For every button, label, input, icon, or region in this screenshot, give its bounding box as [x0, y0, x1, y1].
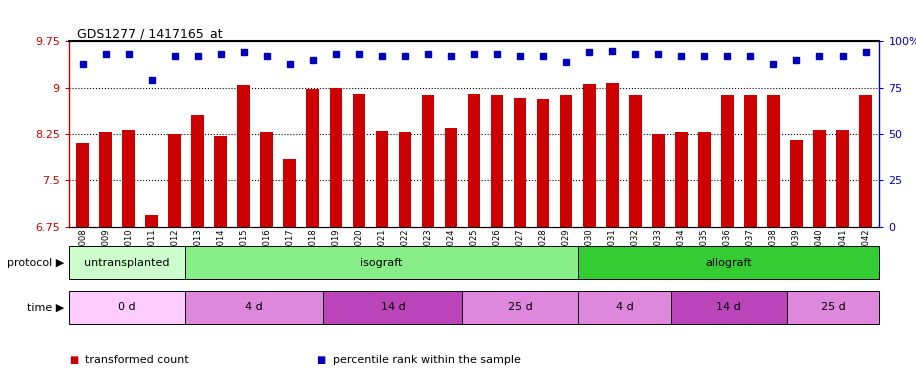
Text: 14 d: 14 d [716, 303, 741, 312]
Bar [169, 134, 181, 227]
Bar [376, 131, 388, 227]
Bar [560, 95, 572, 227]
Bar [652, 134, 665, 227]
Bar [578, 246, 879, 279]
Text: time ▶: time ▶ [27, 303, 64, 312]
Text: 4 d: 4 d [616, 303, 634, 312]
Bar [629, 95, 641, 227]
Bar [184, 291, 323, 324]
Text: 25 d: 25 d [821, 303, 845, 312]
Bar [491, 95, 504, 227]
Text: isograft: isograft [360, 258, 402, 267]
Bar [69, 291, 184, 324]
Bar [514, 98, 527, 227]
Bar [813, 130, 826, 227]
Bar [537, 99, 550, 227]
Bar [468, 94, 480, 227]
Bar [767, 95, 780, 227]
Bar [283, 159, 296, 227]
Text: transformed count: transformed count [85, 355, 189, 365]
Bar [237, 85, 250, 227]
Text: untransplanted: untransplanted [84, 258, 169, 267]
Bar [76, 143, 89, 227]
Bar [146, 214, 158, 227]
Text: 4 d: 4 d [245, 303, 263, 312]
Bar [583, 84, 595, 227]
Bar [307, 89, 319, 227]
Bar [744, 95, 757, 227]
Bar [191, 116, 204, 227]
Bar [578, 291, 671, 324]
Text: allograft: allograft [705, 258, 752, 267]
Text: 0 d: 0 d [118, 303, 136, 312]
Bar [836, 130, 849, 227]
Bar [330, 88, 343, 227]
Bar [859, 95, 872, 227]
Text: ■: ■ [69, 355, 78, 365]
Bar [421, 95, 434, 227]
Bar [260, 132, 273, 227]
Text: 14 d: 14 d [380, 303, 406, 312]
Text: percentile rank within the sample: percentile rank within the sample [333, 355, 520, 365]
Bar [99, 132, 112, 227]
Text: ■: ■ [316, 355, 325, 365]
Text: 25 d: 25 d [508, 303, 533, 312]
Bar [214, 136, 227, 227]
Text: GDS1277 / 1417165_at: GDS1277 / 1417165_at [77, 27, 223, 40]
Bar [787, 291, 879, 324]
Bar [444, 128, 457, 227]
Bar [605, 83, 618, 227]
Bar [122, 130, 135, 227]
Text: protocol ▶: protocol ▶ [6, 258, 64, 267]
Bar [675, 132, 688, 227]
Bar [353, 94, 365, 227]
Bar [398, 132, 411, 227]
Bar [721, 95, 734, 227]
Bar [184, 246, 578, 279]
Bar [698, 132, 711, 227]
Bar [671, 291, 787, 324]
Bar [69, 246, 184, 279]
Bar [791, 140, 802, 227]
Bar [463, 291, 578, 324]
Bar [323, 291, 463, 324]
